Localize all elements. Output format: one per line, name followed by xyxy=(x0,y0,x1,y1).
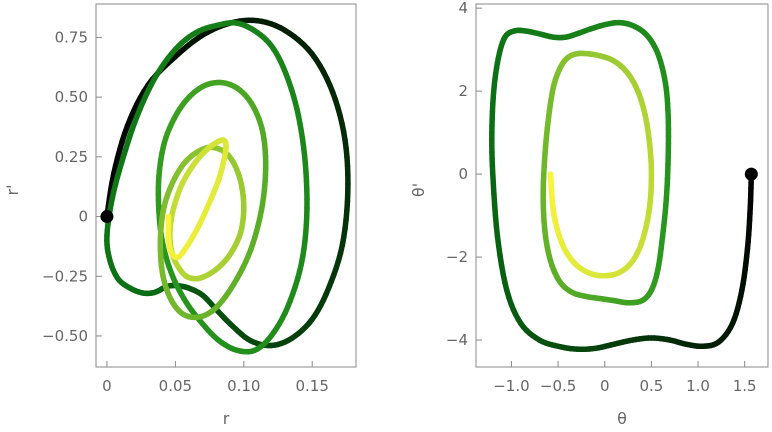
y-tick-label: −0.25 xyxy=(42,267,88,285)
y-tick-label: 0 xyxy=(458,165,468,183)
y-axis-label: r' xyxy=(3,185,22,196)
x-tick-label: 1.0 xyxy=(686,377,710,395)
x-tick-label: 0.5 xyxy=(639,377,663,395)
y-axis-label: θ' xyxy=(409,183,428,197)
start-point-marker xyxy=(744,167,758,181)
start-point-marker xyxy=(100,210,114,224)
trajectory-line xyxy=(489,19,755,353)
x-tick-label: 0.10 xyxy=(227,377,260,395)
y-tick-label: 0.25 xyxy=(55,148,88,166)
y-tick-label: 0 xyxy=(78,208,88,226)
x-axis-label: r xyxy=(223,409,230,428)
plot-frame xyxy=(475,3,769,368)
x-tick-label: −0.5 xyxy=(540,377,576,395)
y-tick-label: 0.75 xyxy=(55,28,88,46)
chart-r-phase-portrait: 0 0.05 0.10 0.15 −0.50 −0.25 0 0.25 0.50 0.75 r r' xyxy=(3,3,357,428)
y-tick-label: 4 xyxy=(458,0,468,17)
trajectory-line xyxy=(104,17,351,355)
x-tick-label: 1.5 xyxy=(733,377,757,395)
y-tick-label: 2 xyxy=(458,82,468,100)
x-tick-label: −1.0 xyxy=(493,377,529,395)
x-tick-label: 0.05 xyxy=(159,377,192,395)
y-tick-label: −2 xyxy=(446,248,468,266)
plot-frame xyxy=(95,3,357,368)
y-tick-label: −0.50 xyxy=(42,327,88,345)
y-tick-label: 0.50 xyxy=(55,88,88,106)
x-axis-label: θ xyxy=(617,409,627,428)
y-tick-label: −4 xyxy=(446,331,468,349)
x-tick-label: 0 xyxy=(102,377,112,395)
x-tick-label: 0.15 xyxy=(296,377,329,395)
x-tick-label: 0 xyxy=(600,377,610,395)
chart-theta-phase-portrait: −1.0 −0.5 0 0.5 1.0 1.5 −4 −2 0 2 4 θ θ' xyxy=(409,0,769,428)
